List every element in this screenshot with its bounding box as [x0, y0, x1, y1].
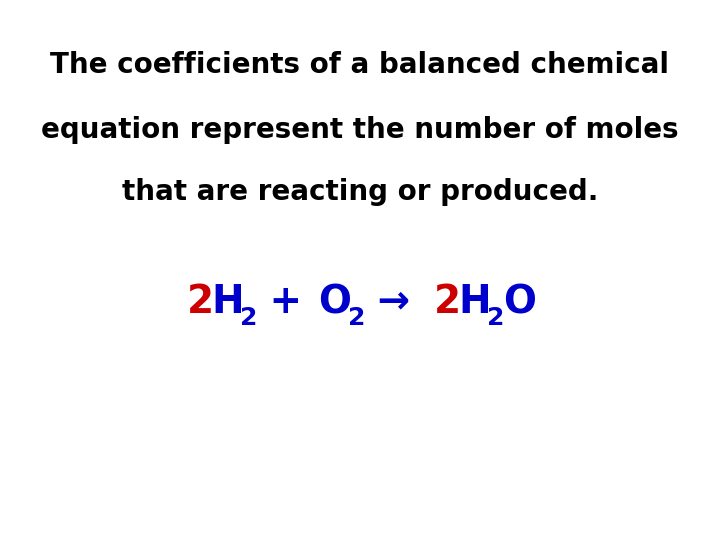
Text: equation represent the number of moles: equation represent the number of moles — [41, 116, 679, 144]
Text: that are reacting or produced.: that are reacting or produced. — [122, 178, 598, 206]
Text: H: H — [211, 284, 244, 321]
Text: 2: 2 — [487, 306, 505, 330]
Text: 2: 2 — [187, 284, 214, 321]
Text: O: O — [503, 284, 536, 321]
Text: 2: 2 — [348, 306, 366, 330]
Text: 2: 2 — [434, 284, 461, 321]
Text: 2: 2 — [240, 306, 258, 330]
Text: O: O — [318, 284, 351, 321]
Text: +: + — [256, 284, 315, 321]
Text: The coefficients of a balanced chemical: The coefficients of a balanced chemical — [50, 51, 670, 79]
Text: →: → — [364, 284, 423, 321]
Text: H: H — [458, 284, 490, 321]
